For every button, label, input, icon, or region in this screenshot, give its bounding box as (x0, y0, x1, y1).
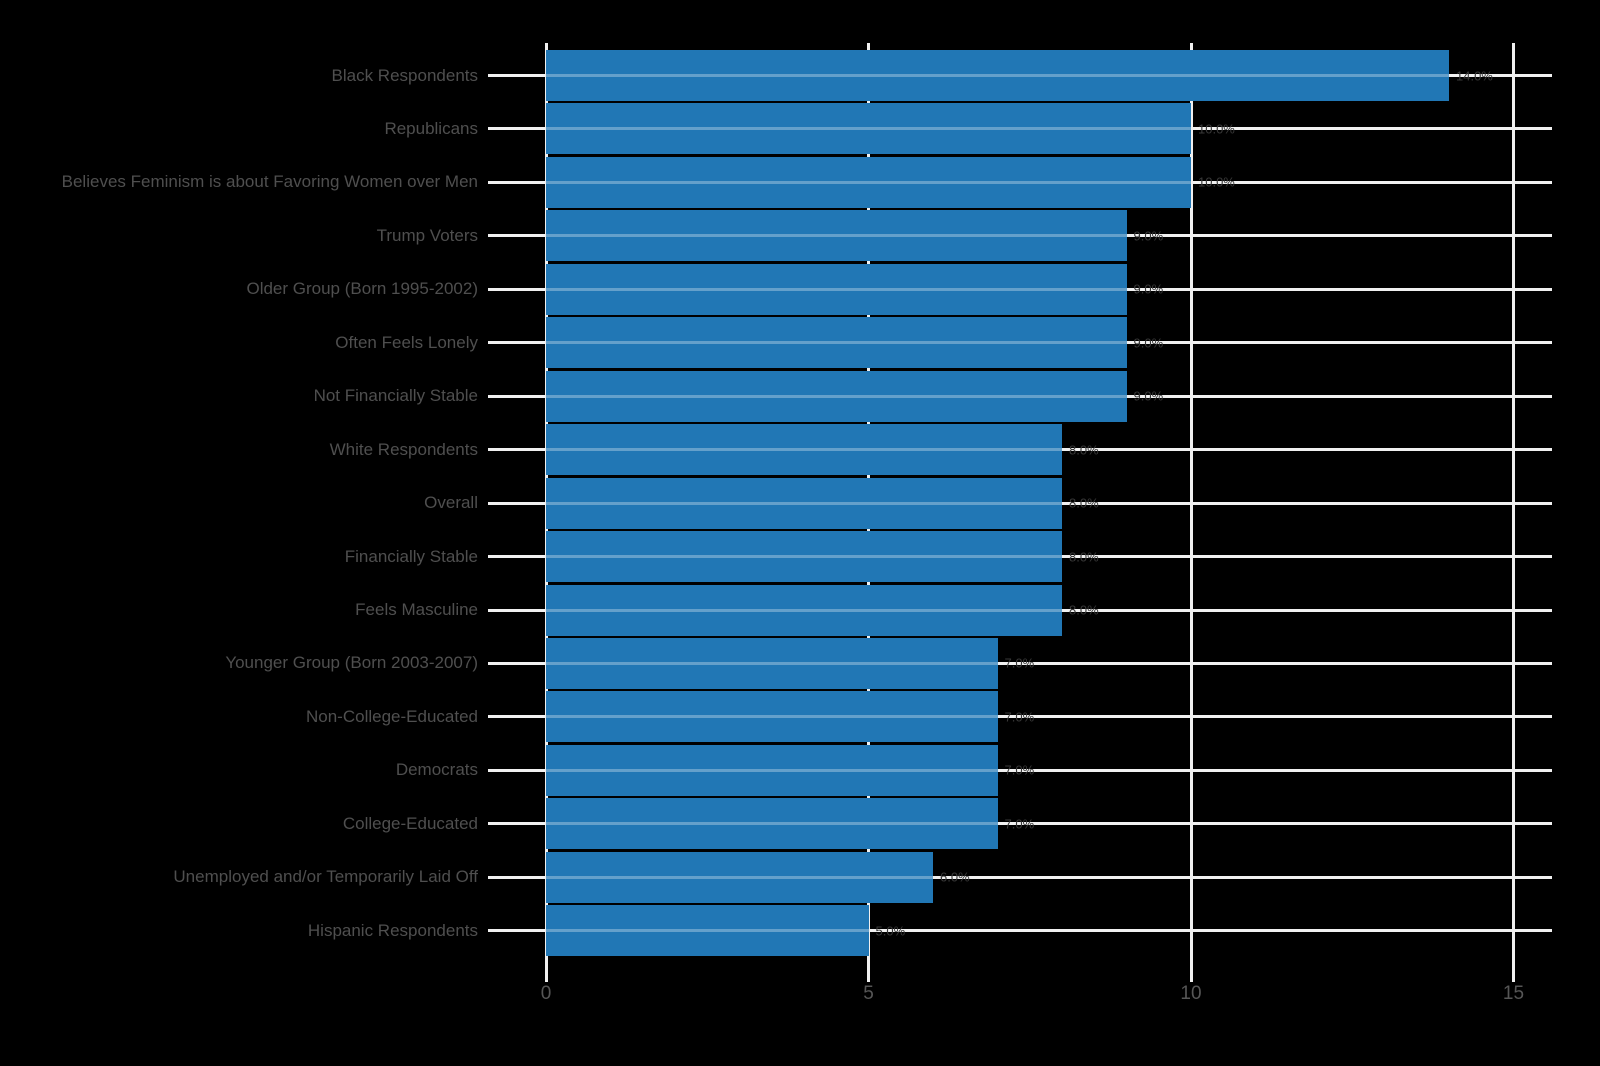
value-label: 7.0% (1004, 816, 1035, 832)
category-label: White Respondents (329, 439, 478, 459)
category-label: Not Financially Stable (313, 386, 478, 406)
category-label: Republicans (384, 118, 478, 138)
value-label: 8.0% (1069, 442, 1099, 458)
bar-gridline-overlay (546, 127, 1191, 131)
category-label: Democrats (395, 760, 478, 780)
value-label: 9.0% (1133, 281, 1164, 297)
category-gridline (488, 715, 1552, 719)
value-label: 8.0% (1069, 602, 1099, 618)
bar-gridline-overlay (546, 287, 1127, 291)
bar-gridline-overlay (546, 822, 998, 826)
value-label: 10.0% (1198, 174, 1235, 190)
category-label: Believes Feminism is about Favoring Wome… (61, 172, 478, 192)
bar (546, 156, 1191, 208)
bar-gridline-overlay (546, 555, 1062, 559)
category-label: Older Group (Born 1995-2002) (246, 279, 478, 299)
bar-gridline-overlay (546, 234, 1127, 238)
bar (546, 263, 1127, 315)
category-gridline (488, 822, 1552, 826)
value-label: 7.0% (1004, 655, 1035, 671)
value-label: 10.0% (1198, 121, 1235, 137)
category-label: Trump Voters (376, 225, 478, 245)
category-gridline (488, 929, 1552, 933)
bar-gridline-overlay (546, 715, 998, 719)
value-label: 7.0% (1004, 762, 1035, 778)
bar-gridline-overlay (546, 180, 1191, 184)
category-label: Black Respondents (331, 65, 478, 85)
bar (546, 691, 998, 743)
bar (546, 424, 1062, 476)
category-label: Financially Stable (344, 546, 478, 566)
category-label: Hispanic Respondents (307, 920, 478, 940)
bar (546, 477, 1062, 529)
x-gridline (1189, 43, 1193, 982)
bar-gridline-overlay (546, 608, 1062, 612)
bar-gridline-overlay (546, 661, 998, 665)
category-label: College-Educated (342, 813, 478, 833)
value-label: 9.0% (1133, 335, 1164, 351)
value-label: 6.0% (940, 869, 970, 885)
bar-gridline-overlay (546, 74, 1449, 77)
bar-gridline-overlay (546, 341, 1127, 345)
bar (546, 584, 1062, 636)
value-label: 8.0% (1069, 495, 1099, 511)
value-label: 5.0% (875, 923, 906, 939)
bar (546, 103, 1191, 155)
category-label: Feels Masculine (355, 600, 478, 619)
bar (546, 744, 998, 796)
bar (546, 637, 998, 689)
x-axis-tick-label: 5 (863, 983, 874, 1004)
category-gridline (488, 768, 1552, 772)
category-gridline (488, 875, 1552, 879)
value-label: 8.0% (1069, 549, 1099, 565)
category-label: Unemployed and/or Temporarily Laid Off (173, 867, 478, 887)
bar-gridline-overlay (546, 501, 1062, 505)
value-label: 9.0% (1133, 388, 1164, 404)
category-label: Younger Group (Born 2003-2007) (225, 653, 478, 673)
bar-gridline-overlay (546, 929, 869, 933)
bar (546, 370, 1127, 422)
category-label: Non-College-Educated (306, 706, 478, 726)
value-label: 7.0% (1004, 709, 1035, 725)
bar (546, 210, 1127, 262)
x-axis-tick-label: 15 (1502, 983, 1525, 1004)
x-axis-tick-label: 0 (540, 983, 552, 1004)
bar-gridline-overlay (546, 448, 1062, 452)
x-gridline (1512, 43, 1515, 982)
bar (546, 905, 869, 957)
category-gridline (488, 661, 1552, 665)
x-axis-tick-label: 10 (1180, 983, 1202, 1004)
value-label: 9.0% (1133, 228, 1164, 244)
bar (546, 798, 998, 850)
bar-gridline-overlay (546, 768, 998, 772)
category-label: Often Feels Lonely (335, 332, 478, 352)
value-label: 14.0% (1456, 68, 1493, 83)
category-label: Overall (424, 493, 478, 513)
bar (546, 851, 933, 903)
bar-gridline-overlay (546, 394, 1127, 398)
bar (546, 50, 1449, 101)
bar (546, 531, 1062, 583)
bar (546, 317, 1127, 369)
bar-gridline-overlay (546, 875, 933, 879)
